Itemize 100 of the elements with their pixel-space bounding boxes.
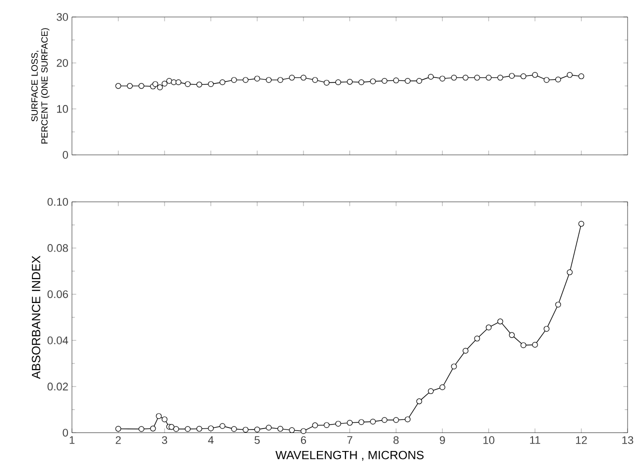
point bbox=[152, 81, 158, 88]
point bbox=[115, 83, 122, 89]
x-tick-label: 7 bbox=[347, 436, 352, 444]
point bbox=[393, 417, 399, 424]
point bbox=[266, 77, 272, 84]
point bbox=[208, 426, 214, 432]
point bbox=[532, 72, 538, 78]
point bbox=[555, 302, 562, 308]
point bbox=[428, 388, 434, 394]
point bbox=[370, 78, 376, 84]
point bbox=[428, 74, 434, 80]
point bbox=[324, 422, 330, 428]
point bbox=[555, 76, 562, 83]
y-tick-label: 0.08 bbox=[48, 244, 68, 252]
point bbox=[474, 336, 480, 342]
point bbox=[254, 426, 260, 433]
x-tick-label: 12 bbox=[576, 436, 587, 444]
x-axis-title: WAVELENGTH , MICRONS bbox=[275, 450, 424, 461]
point bbox=[358, 80, 364, 86]
y-tick-label: 30 bbox=[56, 13, 68, 22]
x-tick-label: 5 bbox=[254, 436, 260, 444]
point bbox=[289, 427, 295, 434]
point bbox=[150, 426, 156, 432]
point bbox=[382, 78, 388, 84]
point bbox=[289, 74, 295, 81]
point bbox=[370, 418, 376, 425]
point bbox=[266, 424, 272, 431]
x-tick-label: 3 bbox=[162, 436, 168, 444]
point bbox=[335, 420, 342, 427]
point bbox=[486, 74, 492, 81]
point bbox=[346, 420, 353, 426]
point bbox=[231, 77, 237, 84]
point bbox=[162, 80, 168, 87]
point bbox=[300, 428, 306, 434]
point bbox=[242, 426, 248, 433]
point bbox=[300, 74, 306, 81]
point bbox=[335, 80, 342, 86]
x-tick-label: 4 bbox=[208, 436, 214, 444]
point bbox=[451, 74, 457, 81]
point bbox=[156, 413, 162, 420]
point bbox=[126, 83, 133, 89]
point bbox=[277, 426, 284, 432]
point bbox=[439, 76, 446, 82]
point bbox=[566, 270, 573, 276]
point bbox=[497, 74, 504, 81]
x-tick-label: 1 bbox=[70, 436, 74, 444]
x-tick-label: 10 bbox=[483, 436, 494, 444]
y-tick-label: 0 bbox=[62, 151, 68, 159]
point bbox=[462, 74, 468, 81]
point bbox=[312, 77, 318, 84]
y-tick-label: 0 bbox=[62, 429, 68, 437]
point bbox=[196, 426, 202, 432]
point bbox=[404, 416, 411, 422]
point bbox=[520, 342, 526, 348]
y-tick-label: 0.06 bbox=[48, 290, 68, 298]
y-tick-label: 10 bbox=[57, 105, 68, 113]
point bbox=[474, 74, 480, 81]
y-axis-title: SURFACE LOSS, PERCENT (ONE SURFACE) bbox=[31, 28, 50, 144]
point bbox=[173, 426, 180, 432]
point bbox=[312, 422, 318, 428]
point bbox=[168, 424, 174, 430]
point bbox=[277, 77, 284, 84]
point bbox=[115, 426, 122, 432]
x-tick-label: 6 bbox=[300, 436, 306, 444]
point bbox=[578, 221, 584, 227]
y-tick-label: 0.02 bbox=[48, 382, 68, 391]
point bbox=[220, 80, 226, 86]
point bbox=[162, 416, 168, 422]
point bbox=[532, 342, 538, 348]
point bbox=[358, 419, 364, 426]
point bbox=[138, 426, 144, 432]
point bbox=[324, 80, 330, 86]
point bbox=[544, 77, 550, 84]
point bbox=[544, 326, 550, 332]
x-tick-label: 9 bbox=[440, 436, 445, 444]
point bbox=[416, 398, 422, 404]
point bbox=[196, 82, 202, 88]
point bbox=[346, 79, 353, 85]
point bbox=[416, 78, 422, 84]
point bbox=[138, 83, 144, 89]
x-tick-label: 11 bbox=[530, 436, 540, 444]
point bbox=[486, 324, 492, 330]
point bbox=[451, 364, 457, 370]
x-tick-label: 2 bbox=[116, 436, 121, 444]
point bbox=[176, 80, 182, 86]
y-tick-label: 0.04 bbox=[48, 336, 68, 344]
point bbox=[439, 384, 446, 390]
point bbox=[166, 78, 172, 84]
point bbox=[566, 72, 573, 78]
point bbox=[393, 78, 399, 84]
y-axis-title: ABSORBANCE INDEX bbox=[32, 256, 40, 380]
y-tick-label: 20 bbox=[56, 59, 68, 67]
y-tick-label: 0.10 bbox=[48, 198, 68, 206]
point bbox=[242, 77, 248, 84]
point bbox=[184, 81, 191, 88]
x-tick-label: 8 bbox=[394, 436, 399, 444]
point bbox=[208, 81, 214, 88]
point bbox=[497, 318, 504, 324]
point bbox=[220, 423, 226, 430]
point bbox=[462, 348, 468, 354]
